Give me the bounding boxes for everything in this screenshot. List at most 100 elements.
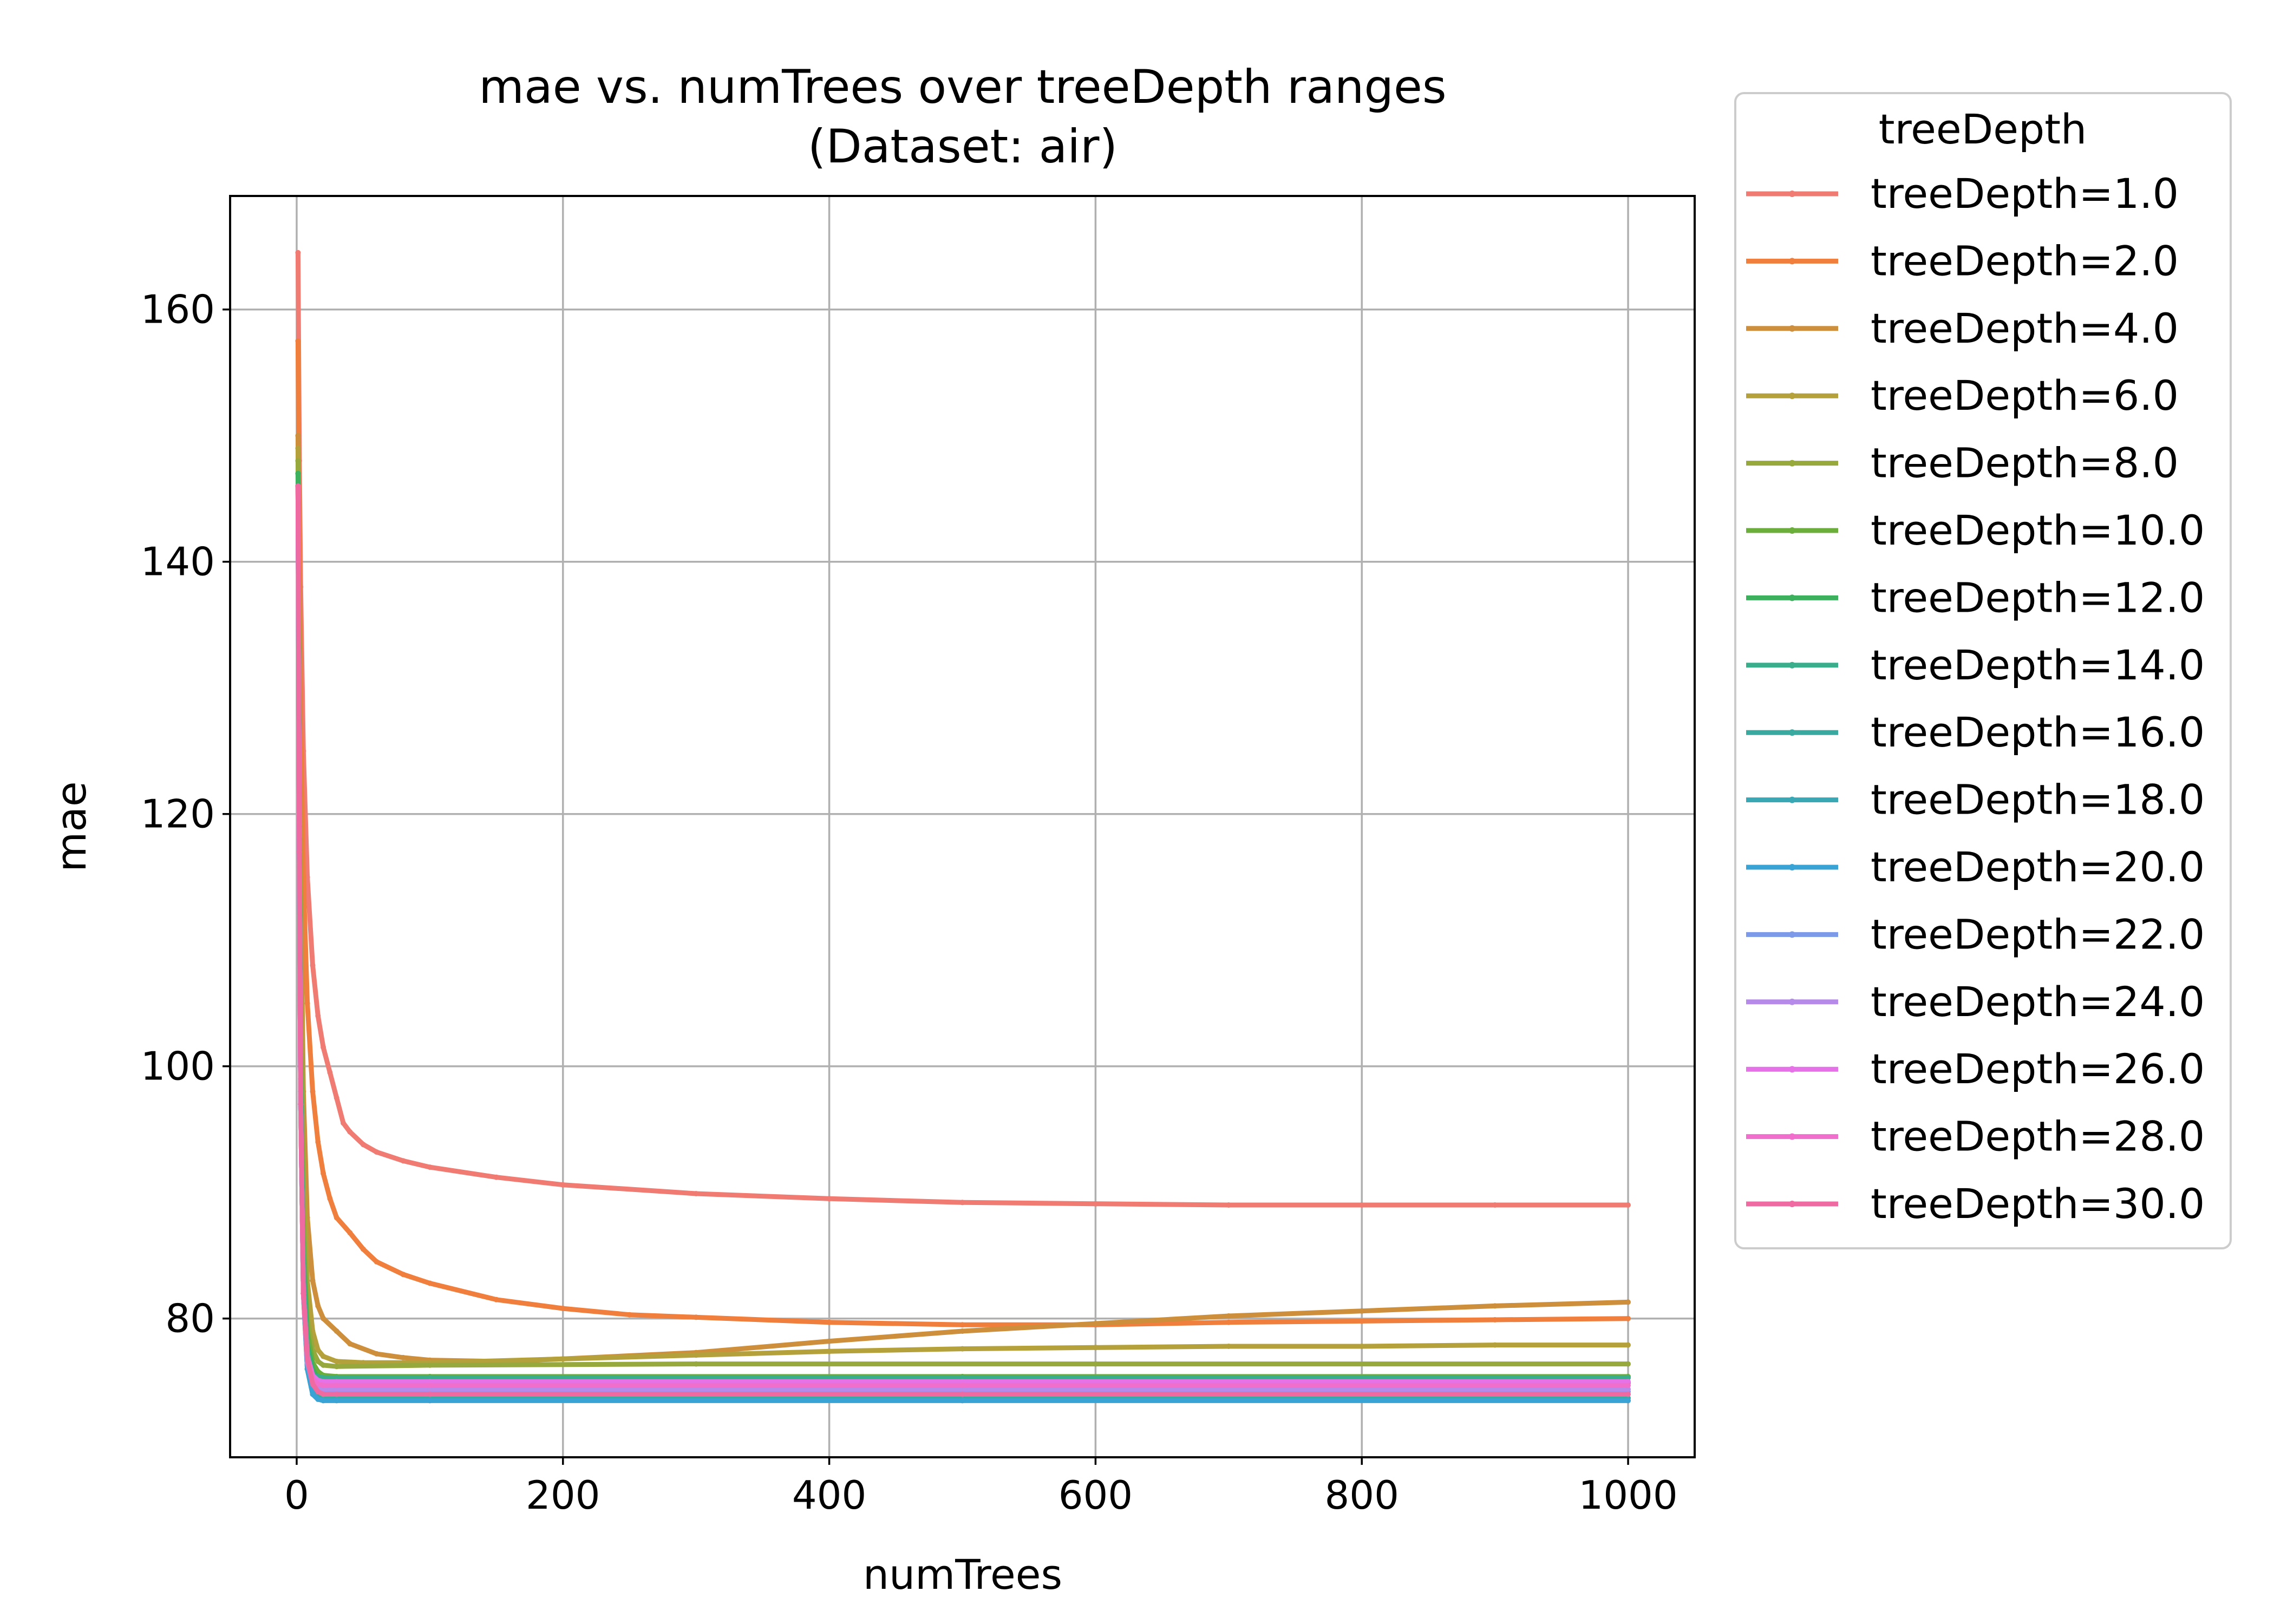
data-point (1359, 1318, 1365, 1324)
data-point (1625, 1342, 1631, 1348)
data-point (1093, 1201, 1099, 1207)
data-point (427, 1280, 433, 1286)
legend-item: treeDepth=26.0 (1746, 1045, 2205, 1093)
x-tick-label: 800 (1325, 1472, 1399, 1518)
data-point (321, 1398, 326, 1404)
data-point (400, 1354, 406, 1360)
legend-marker (1789, 864, 1795, 870)
data-point (295, 250, 301, 256)
chart-title: mae vs. numTrees over treeDepth ranges (479, 60, 1446, 114)
data-point (315, 1381, 321, 1387)
legend-marker (1789, 796, 1795, 803)
legend-item: treeDepth=18.0 (1746, 776, 2205, 824)
series-line (295, 483, 1631, 1397)
data-point (334, 1328, 339, 1334)
legend-marker (1789, 325, 1795, 332)
data-point (1625, 1391, 1631, 1397)
data-point (300, 1291, 306, 1296)
data-point (295, 458, 301, 464)
data-point (560, 1182, 566, 1188)
legend-item: treeDepth=8.0 (1746, 439, 2179, 487)
data-point (427, 1398, 433, 1404)
data-point (374, 1351, 380, 1357)
plot-frame (229, 195, 1696, 1458)
data-point (321, 1383, 326, 1389)
series-group (295, 250, 1631, 1404)
legend-label: treeDepth=8.0 (1871, 439, 2179, 487)
data-point (341, 1120, 346, 1126)
legend-item: treeDepth=20.0 (1746, 843, 2205, 891)
x-tick-label: 600 (1058, 1472, 1133, 1518)
y-tick-label: 80 (165, 1296, 215, 1341)
legend-item: treeDepth=4.0 (1746, 304, 2179, 352)
data-point (321, 1353, 326, 1359)
data-point (304, 1356, 310, 1362)
legend-marker (1789, 1066, 1795, 1073)
data-point (295, 433, 301, 438)
legend-frame (1734, 92, 2232, 1249)
data-point (310, 1391, 316, 1397)
series-line (295, 250, 1631, 1208)
data-point (321, 1170, 326, 1176)
x-tick-label: 1000 (1578, 1472, 1677, 1518)
legend-item: treeDepth=6.0 (1746, 371, 2179, 420)
data-point (427, 1391, 433, 1397)
data-point (1093, 1321, 1099, 1326)
data-point (315, 1013, 321, 1019)
legend-marker (1789, 191, 1795, 197)
data-point (959, 1200, 965, 1206)
y-tick-label: 120 (141, 791, 215, 837)
data-point (321, 1315, 326, 1321)
y-axis: 80 100 120 140 160 (141, 287, 230, 1341)
legend-label: treeDepth=30.0 (1871, 1180, 2205, 1228)
legend-marker (1789, 931, 1795, 938)
legend-marker (1789, 527, 1795, 534)
legend-marker (1789, 1201, 1795, 1207)
legend-label: treeDepth=10.0 (1871, 506, 2205, 554)
data-point (1093, 1361, 1099, 1367)
data-point (1625, 1361, 1631, 1367)
data-point (493, 1174, 499, 1180)
data-point (321, 1044, 326, 1050)
data-point (315, 1347, 321, 1353)
legend-item: treeDepth=10.0 (1746, 506, 2205, 554)
data-point (334, 1358, 339, 1364)
data-point (959, 1328, 965, 1334)
data-point (334, 1391, 339, 1397)
legend-label: treeDepth=16.0 (1871, 708, 2205, 756)
legend-item: treeDepth=22.0 (1746, 910, 2205, 958)
legend-item: treeDepth=12.0 (1746, 573, 2205, 621)
x-tick-label: 200 (526, 1472, 600, 1518)
data-point (374, 1259, 380, 1265)
data-point (334, 1398, 339, 1404)
data-point (360, 1246, 366, 1252)
legend-label: treeDepth=6.0 (1871, 371, 2179, 420)
data-point (310, 1381, 316, 1387)
data-point (360, 1142, 366, 1148)
grid (230, 196, 1695, 1457)
data-point (310, 962, 316, 968)
data-point (1625, 1202, 1631, 1208)
data-point (693, 1361, 699, 1367)
data-point (959, 1322, 965, 1328)
data-point (1093, 1345, 1099, 1351)
data-point (959, 1398, 965, 1404)
data-point (295, 483, 301, 489)
data-point (1226, 1313, 1232, 1319)
data-point (959, 1383, 965, 1389)
legend-label: treeDepth=18.0 (1871, 776, 2205, 824)
legend-label: treeDepth=22.0 (1871, 910, 2205, 958)
data-point (427, 1164, 433, 1170)
data-point (693, 1352, 699, 1358)
data-point (315, 1303, 321, 1309)
data-point (334, 1095, 339, 1101)
data-point (1359, 1308, 1365, 1314)
data-point (1492, 1202, 1498, 1208)
data-point (400, 1272, 406, 1278)
data-point (400, 1158, 406, 1164)
data-point (334, 1383, 339, 1389)
legend-title: treeDepth (1879, 105, 2087, 153)
data-point (321, 1362, 326, 1368)
data-point (1492, 1303, 1498, 1309)
legend-label: treeDepth=1.0 (1871, 169, 2179, 218)
